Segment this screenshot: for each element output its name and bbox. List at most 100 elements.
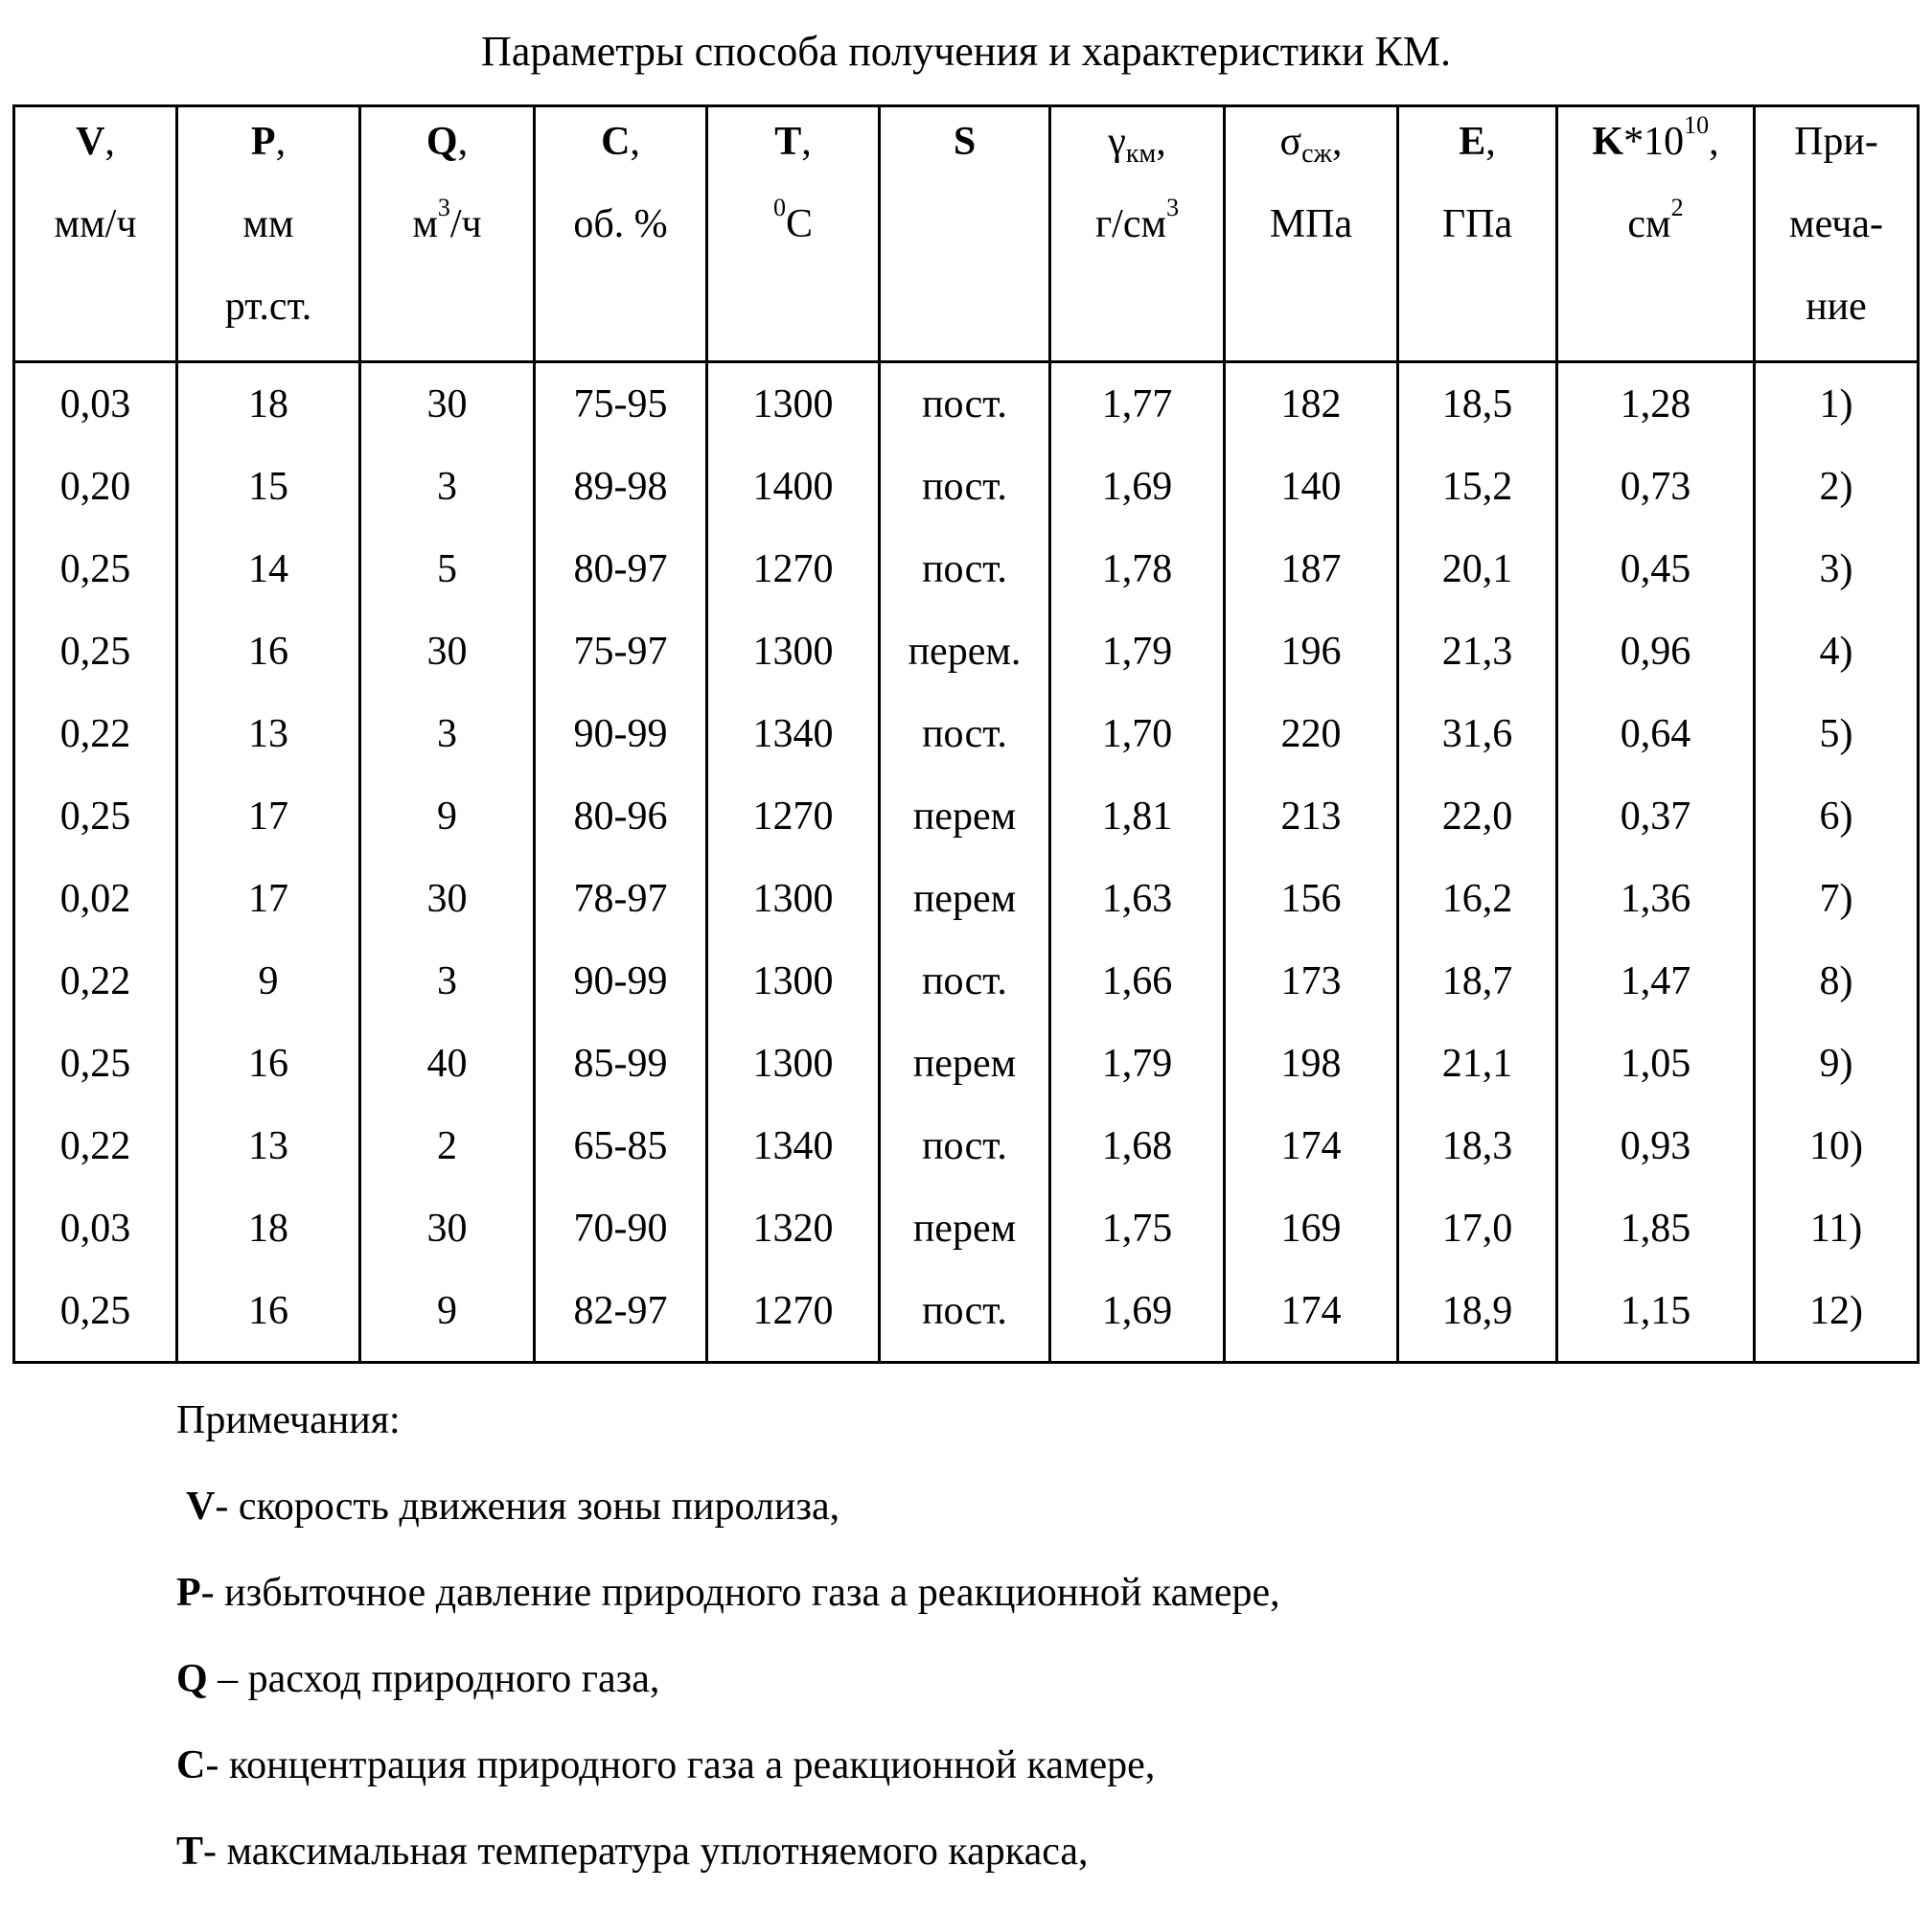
header-line: мм/ч: [15, 190, 175, 272]
cell: 173: [1225, 940, 1398, 1023]
header-line: г/см3: [1051, 190, 1223, 272]
row: 0,25164085-991300перем1,7919821,11,059): [14, 1023, 1919, 1105]
note: Q – расход природного газа,: [176, 1653, 1280, 1739]
cell: пост.: [880, 362, 1050, 447]
header-line: МПа: [1226, 190, 1396, 272]
cell: 5): [1755, 693, 1919, 775]
title: Параметры способа получения и характерис…: [0, 27, 1932, 76]
header-line: ние: [1756, 272, 1917, 355]
cell: 65-85: [535, 1105, 707, 1187]
cell: 1,28: [1557, 362, 1755, 447]
cell: 1300: [707, 858, 880, 940]
cell: 90-99: [535, 693, 707, 775]
header-cell: Q,м3/ч: [360, 106, 535, 362]
cell: 21,1: [1398, 1023, 1557, 1105]
cell: 3: [360, 940, 535, 1023]
cell: 1320: [707, 1187, 880, 1270]
cell: 16,2: [1398, 858, 1557, 940]
cell: пост.: [880, 940, 1050, 1023]
cell: 198: [1225, 1023, 1398, 1105]
header-text: E: [1459, 120, 1485, 164]
header-text: σ: [1280, 120, 1302, 164]
cell: 0,64: [1557, 693, 1755, 775]
cell: 1,69: [1050, 446, 1225, 528]
cell: 1,81: [1050, 775, 1225, 858]
header-line: T,: [708, 107, 878, 190]
header-text: ,: [1156, 120, 1166, 164]
cell: 7): [1755, 858, 1919, 940]
cell: пост.: [880, 528, 1050, 610]
header-line: об. %: [536, 190, 705, 272]
header-text: ,: [104, 120, 115, 164]
header-line: σсж,: [1226, 107, 1396, 190]
cell: 16: [177, 1270, 360, 1363]
header-text: мм: [242, 202, 293, 246]
cell: 9): [1755, 1023, 1919, 1105]
cell: 10): [1755, 1105, 1919, 1187]
header-cell: При-меча-ние: [1755, 106, 1919, 362]
header-line: меча-: [1756, 190, 1917, 272]
header-text: ,: [276, 120, 287, 164]
cell: 75-97: [535, 610, 707, 693]
cell: 196: [1225, 610, 1398, 693]
cell: 1340: [707, 1105, 880, 1187]
cell: 1400: [707, 446, 880, 528]
header-text: МПа: [1270, 202, 1352, 246]
cell: 12): [1755, 1270, 1919, 1363]
cell: 17: [177, 858, 360, 940]
cell: 1,79: [1050, 610, 1225, 693]
header-line: S: [881, 107, 1048, 190]
header-text: меча-: [1789, 202, 1883, 246]
header-text: рт.ст.: [225, 285, 311, 329]
note: P- избыточное давление природного газа а…: [176, 1567, 1280, 1653]
note-symbol: P: [176, 1571, 201, 1615]
cell: 174: [1225, 1270, 1398, 1363]
cell: 0,22: [14, 940, 177, 1023]
header-text: об. %: [573, 202, 667, 246]
cell: 0,02: [14, 858, 177, 940]
header-text: 10: [1684, 111, 1709, 139]
header-cell: γкм,г/см3: [1050, 106, 1225, 362]
cell: 0,22: [14, 693, 177, 775]
cell: 3: [360, 693, 535, 775]
note-symbol: Q: [176, 1657, 208, 1701]
header-line: 0C: [708, 190, 878, 272]
cell: 1,79: [1050, 1023, 1225, 1105]
cell: 9: [360, 775, 535, 858]
header-line: V,: [15, 107, 175, 190]
note-symbol: V: [186, 1485, 215, 1529]
cell: 0,37: [1557, 775, 1755, 858]
cell: 13: [177, 693, 360, 775]
header-cell: S: [880, 106, 1050, 362]
header-text: K: [1592, 120, 1623, 164]
header-text: г/см: [1095, 202, 1166, 246]
cell: 17,0: [1398, 1187, 1557, 1270]
header-text: S: [954, 120, 976, 164]
cell: 1,05: [1557, 1023, 1755, 1105]
cell: перем: [880, 858, 1050, 940]
cell: 17: [177, 775, 360, 858]
cell: перем.: [880, 610, 1050, 693]
cell: 30: [360, 610, 535, 693]
cell: 1340: [707, 693, 880, 775]
cell: 0,22: [14, 1105, 177, 1187]
cell: 1,77: [1050, 362, 1225, 447]
row: 0,03183070-901320перем1,7516917,01,8511): [14, 1187, 1919, 1270]
header-line: γкм,: [1051, 107, 1223, 190]
header-text: ние: [1806, 285, 1867, 329]
header-row: V,мм/чP,ммрт.ст.Q,м3/чC,об. %T,0CSγкм,г/…: [14, 106, 1919, 362]
header-text: γ: [1108, 120, 1126, 164]
header-cell: P,ммрт.ст.: [177, 106, 360, 362]
header-text: ГПа: [1442, 202, 1512, 246]
cell: 11): [1755, 1187, 1919, 1270]
note-symbol: C: [176, 1743, 205, 1787]
cell: 1,70: [1050, 693, 1225, 775]
header-text: 2: [1671, 194, 1684, 221]
cell: 5: [360, 528, 535, 610]
cell: 1,69: [1050, 1270, 1225, 1363]
header-text: 3: [438, 194, 450, 221]
cell: 30: [360, 858, 535, 940]
header-cell: K*1010,см2: [1557, 106, 1755, 362]
cell: 174: [1225, 1105, 1398, 1187]
